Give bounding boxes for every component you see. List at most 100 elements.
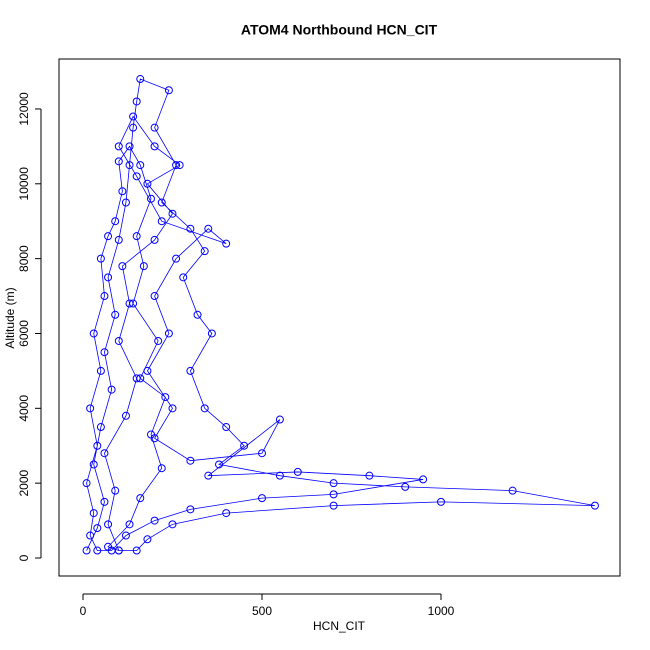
data-point [132, 374, 141, 383]
data-point [96, 254, 105, 263]
data-point [114, 235, 123, 244]
data-point [132, 97, 141, 106]
data-point [104, 542, 113, 551]
data-point [240, 441, 249, 450]
data-point [107, 385, 116, 394]
y-tick-label: 10000 [17, 167, 31, 201]
data-point [329, 501, 338, 510]
data-point [222, 239, 231, 248]
data-point [186, 366, 195, 375]
data-point [118, 187, 127, 196]
x-tick-label: 1000 [428, 604, 455, 618]
y-tick-label: 0 [17, 554, 31, 561]
data-point [204, 471, 213, 480]
data-point [93, 524, 102, 533]
data-point [186, 224, 195, 233]
data-point [419, 475, 428, 484]
data-point [168, 404, 177, 413]
data-point [114, 157, 123, 166]
data-point [207, 329, 216, 338]
data-point [125, 299, 134, 308]
data-point [172, 254, 181, 263]
data-point [293, 467, 302, 476]
data-point [150, 292, 159, 301]
data-point [200, 247, 209, 256]
data-point [93, 441, 102, 450]
y-tick-label: 8000 [17, 245, 31, 272]
data-point [136, 494, 145, 503]
data-point [114, 142, 123, 151]
data-point [179, 273, 188, 282]
data-point [125, 161, 134, 170]
data-point [139, 262, 148, 271]
data-point [104, 520, 113, 529]
data-point [365, 471, 374, 480]
data-point [121, 198, 130, 207]
data-point [111, 217, 120, 226]
data-point [329, 479, 338, 488]
data-point [150, 235, 159, 244]
data-point [275, 471, 284, 480]
data-point [114, 546, 123, 555]
chart-title: ATOM4 Northbound HCN_CIT [241, 22, 438, 38]
data-point [204, 224, 213, 233]
data-point [121, 411, 130, 420]
data-point [100, 292, 109, 301]
y-tick-label: 2000 [17, 469, 31, 496]
data-point [89, 460, 98, 469]
data-point [157, 464, 166, 473]
data-point [172, 161, 181, 170]
data-point [222, 509, 231, 518]
y-axis-label: Altitude (m) [3, 287, 17, 348]
y-tick-label: 12000 [17, 92, 31, 126]
data-point [157, 217, 166, 226]
data-point [111, 486, 120, 495]
data-point [222, 423, 231, 432]
data-point [104, 273, 113, 282]
x-tick-label: 0 [80, 604, 87, 618]
data-point [89, 329, 98, 338]
data-point [275, 415, 284, 424]
data-point [161, 393, 170, 402]
data-point [132, 172, 141, 181]
data-point [121, 531, 130, 540]
data-point [157, 198, 166, 207]
data-point [168, 209, 177, 218]
data-point [129, 299, 138, 308]
data-point [132, 232, 141, 241]
data-point [100, 449, 109, 458]
data-point [186, 456, 195, 465]
data-point [154, 336, 163, 345]
y-tick-label: 6000 [17, 320, 31, 347]
data-point [257, 449, 266, 458]
data-point [147, 194, 156, 203]
data-point [96, 366, 105, 375]
data-point [82, 479, 91, 488]
data-point [150, 123, 159, 132]
data-point [93, 546, 102, 555]
data-point [86, 404, 95, 413]
data-point [215, 460, 224, 469]
x-tick-label: 500 [252, 604, 272, 618]
data-point [164, 329, 173, 338]
data-point [200, 404, 209, 413]
data-point [590, 501, 599, 510]
data-line [86, 78, 596, 551]
data-point [150, 516, 159, 525]
data-point [143, 179, 152, 188]
data-point [111, 310, 120, 319]
data-point [168, 520, 177, 529]
x-axis-label: HCN_CIT [313, 619, 366, 633]
plot-frame [58, 58, 621, 577]
data-point [118, 262, 127, 271]
data-point [136, 75, 145, 84]
data-point [82, 546, 91, 555]
data-point [96, 423, 105, 432]
data-point [436, 497, 445, 506]
data-point [125, 520, 134, 529]
data-point [104, 232, 113, 241]
data-point [147, 430, 156, 439]
y-tick-label: 4000 [17, 395, 31, 422]
data-point [257, 494, 266, 503]
